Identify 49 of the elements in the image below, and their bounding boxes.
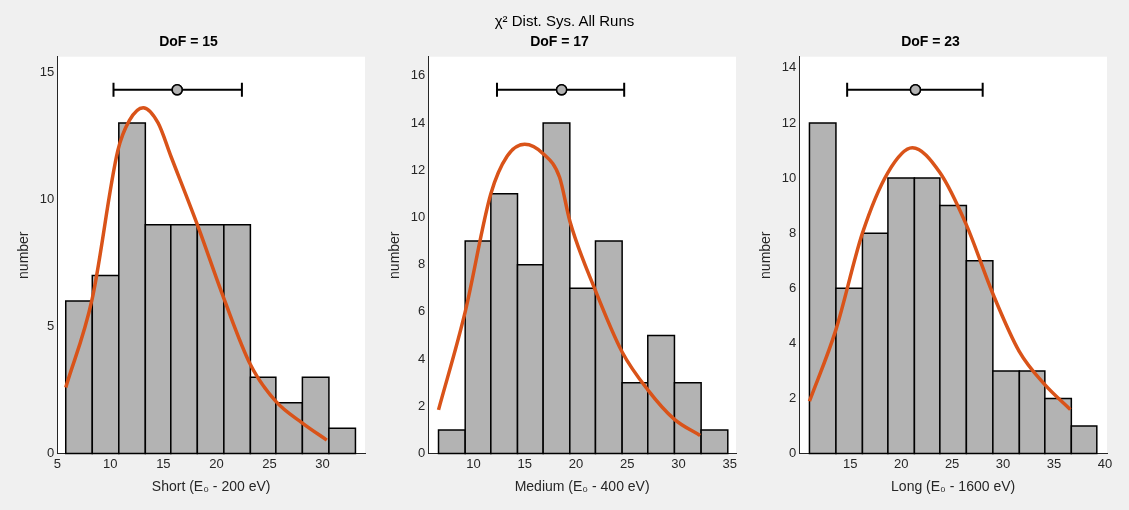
x-tick-label: 30 <box>671 455 686 471</box>
y-tick-label: 0 <box>789 445 797 461</box>
x-tick-label: 10 <box>103 455 118 471</box>
y-tick-label: 4 <box>418 350 426 366</box>
text: χ² Dist. Sys. All Runs <box>494 12 635 29</box>
y-tick-label: 10 <box>39 190 55 206</box>
x-tick-label: 25 <box>620 455 635 471</box>
y-tick-label: 8 <box>418 256 426 272</box>
y-tick-label: 10 <box>781 169 797 185</box>
chart-title: DoF = 23 <box>901 33 961 50</box>
y-axis-title: number <box>386 231 403 279</box>
x-tick-label: 40 <box>1097 455 1113 471</box>
line-series <box>807 145 1073 412</box>
y-tick-label: 0 <box>47 445 55 461</box>
y-axis-title: number <box>757 231 774 279</box>
x-tick-label: 15 <box>156 455 171 471</box>
x-axis-title: Long (E₀ - 1600 eV) <box>891 478 1016 495</box>
y-tick-label: 2 <box>418 397 426 413</box>
y-tick-label: 14 <box>781 59 797 75</box>
y-tick-label: 15 <box>39 63 55 79</box>
x-tick-label: 15 <box>517 455 532 471</box>
x-tick-label: 35 <box>722 455 738 471</box>
x-axis-title: Medium (E₀ - 400 eV) <box>514 478 650 495</box>
x-tick-label: 30 <box>995 455 1011 471</box>
y-axis-title: number <box>15 231 32 279</box>
x-axis-title: Short (E₀ - 200 eV) <box>151 478 271 495</box>
y-tick-label: 5 <box>47 318 55 333</box>
y-tick-label: 10 <box>410 208 426 224</box>
y-tick-label: 8 <box>789 224 797 240</box>
y-tick-label: 12 <box>410 161 426 177</box>
x-tick-label: 30 <box>315 455 330 471</box>
y-tick-label: 0 <box>418 445 426 461</box>
x-tick-label: 25 <box>944 455 960 471</box>
x-tick-label: 20 <box>893 455 909 471</box>
y-tick-label: 12 <box>781 114 797 130</box>
y-tick-label: 6 <box>789 279 797 295</box>
x-tick-label: 20 <box>568 455 584 471</box>
x-tick-label: 15 <box>842 455 858 471</box>
y-tick-label: 6 <box>418 303 426 319</box>
y-tick-label: 2 <box>789 390 797 406</box>
x-tick-label: 10 <box>466 455 481 471</box>
y-tick-label: 4 <box>789 334 797 350</box>
x-tick-label: 20 <box>209 455 224 471</box>
chart-title: DoF = 15 <box>159 33 219 50</box>
x-tick-label: 25 <box>262 455 277 471</box>
chart-title: DoF = 17 <box>530 33 590 50</box>
y-tick-label: 16 <box>410 67 426 83</box>
x-tick-label: 35 <box>1046 455 1062 471</box>
y-tick-label: 14 <box>410 114 426 130</box>
